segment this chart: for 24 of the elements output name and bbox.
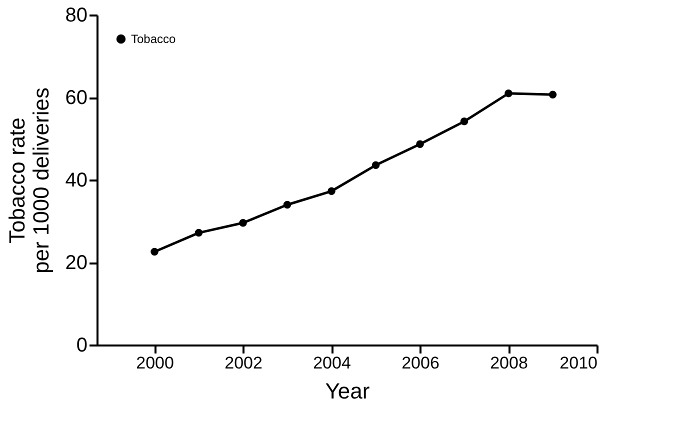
x-tick-label: 2002 [224, 354, 262, 372]
y-tick-label: 0 [76, 334, 88, 356]
point [548, 90, 557, 98]
y-axis-title: Tobacco rate per 1000 deliveries [4, 88, 54, 274]
x-tick-label: 2010 [560, 354, 598, 372]
y-tick-label: 60 [65, 87, 88, 109]
point [372, 161, 380, 170]
x-tick-label: 2006 [402, 354, 440, 372]
x-tick-label: 2004 [313, 354, 351, 372]
point [283, 200, 292, 209]
y-tick-label: 20 [65, 252, 88, 274]
point [328, 187, 336, 196]
point [460, 118, 468, 126]
x-axis-title: Year [325, 378, 370, 404]
x-tick-label: 2008 [490, 354, 528, 372]
point [416, 140, 424, 148]
x-tick-label: 2000 [136, 354, 174, 372]
y-tick-label: 80 [65, 4, 88, 26]
point [194, 228, 203, 237]
y-tick-label: 40 [65, 170, 88, 192]
point [504, 90, 512, 98]
point [150, 248, 158, 256]
legend-label: Tobacco [131, 32, 176, 46]
point [239, 219, 247, 227]
